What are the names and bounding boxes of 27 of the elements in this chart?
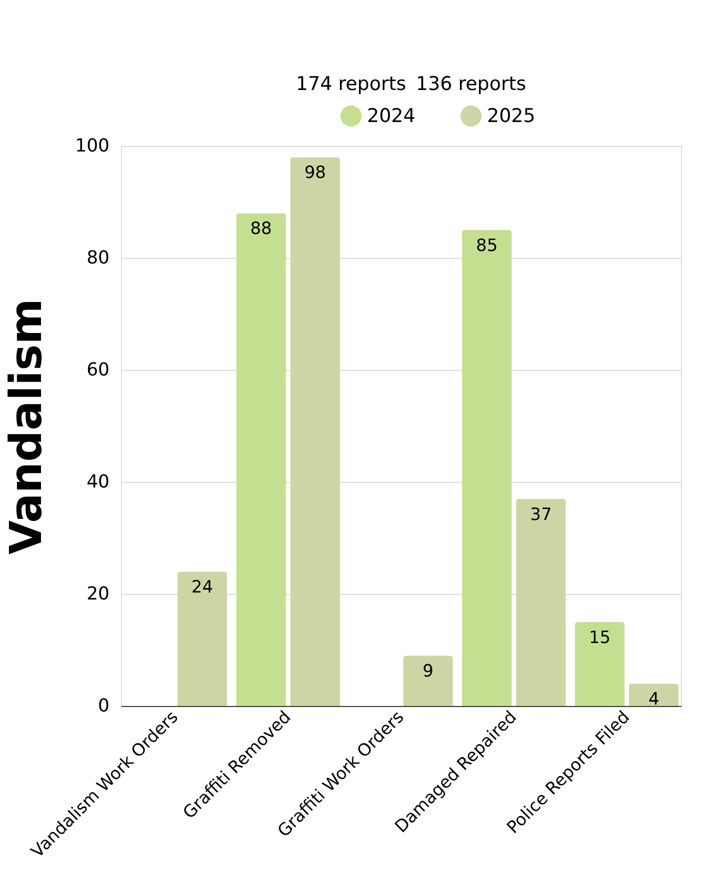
y-tick-label: 60 xyxy=(86,360,110,380)
y-tick-label: 80 xyxy=(86,248,110,268)
legend-label: 2024 xyxy=(367,105,416,127)
y-axis-title: Vandalism xyxy=(1,298,52,555)
bar xyxy=(236,213,286,706)
data-label: 4 xyxy=(648,690,660,710)
data-label: 37 xyxy=(530,504,552,525)
data-label: 88 xyxy=(250,219,272,240)
data-label: 24 xyxy=(191,578,214,598)
text: 136 reports xyxy=(416,73,526,95)
text: 174 reports xyxy=(296,73,406,95)
bar xyxy=(574,622,625,706)
data-label: 15 xyxy=(588,628,611,648)
bar xyxy=(403,656,453,706)
y-tick-label: 40 xyxy=(86,472,110,492)
data-label: 9 xyxy=(422,662,434,682)
data-label: 85 xyxy=(476,236,498,256)
bar xyxy=(177,572,228,706)
y-tick-label: 100 xyxy=(75,136,110,156)
data-label: 98 xyxy=(304,163,326,184)
bar xyxy=(516,498,566,706)
y-tick-label: 20 xyxy=(86,584,110,604)
y-tick-label: 0 xyxy=(98,696,110,716)
bar xyxy=(290,157,340,706)
bar xyxy=(462,230,512,706)
bar xyxy=(628,684,679,706)
legend-label: 2025 xyxy=(487,105,536,127)
